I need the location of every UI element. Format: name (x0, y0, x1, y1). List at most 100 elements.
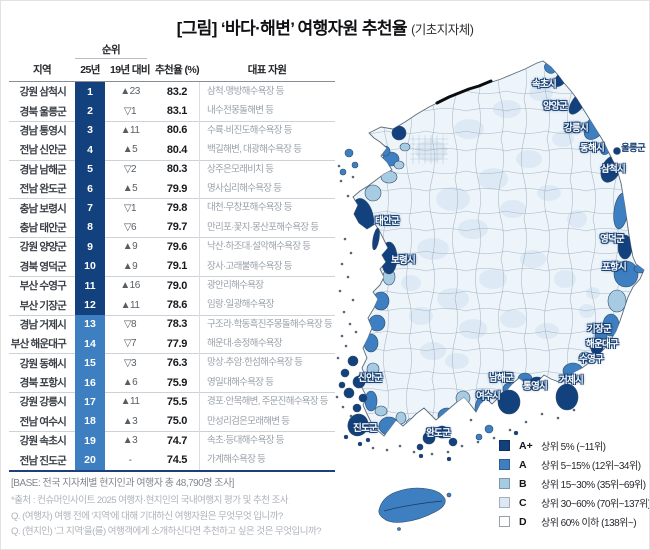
map-label: 보령시 (390, 255, 416, 266)
representative-resources: 망상·추암·한섬해수욕장 등 (199, 353, 335, 373)
rank-change: ▲5 (122, 144, 138, 156)
legend-grade: D (519, 515, 527, 528)
rank-change: ▽1 (123, 202, 137, 214)
representative-resources: 삼척·맹방해수욕장 등 (199, 82, 335, 102)
region-name: 충남 보령시 (19, 202, 67, 215)
map-label: 신안군 (357, 373, 383, 384)
map-label: 해운대구 (585, 339, 619, 350)
table-row: 부산 수영구 11 ▲16 79.0 광안리해수욕장 (9, 275, 335, 296)
table-row: 부산 해운대구 14 ▽7 77.9 해운대·송정해수욕장 (9, 334, 335, 354)
table-body: 강원 삼척시 1 ▲23 83.2 삼척·맹방해수욕장 등 경북 울릉군 2 ▽1 83.1 내수… (9, 82, 335, 472)
representative-resources: 낙산·하조대·설악해수욕장 등 (199, 237, 335, 257)
table-row: 강원 양양군 9 ▲9 79.6 낙산·하조대·설악해수욕장 등 (9, 237, 335, 257)
recommend-rate: 83.2 (166, 85, 188, 98)
table-row: 전남 진도군 20 - 74.5 가계해수욕장 등 (9, 450, 335, 470)
map-label: 남해군 (488, 373, 514, 384)
small-island-specks (335, 164, 576, 456)
map-label: 영덕군 (599, 234, 625, 245)
legend-grade: A (519, 458, 527, 471)
rank-badge: 9 (75, 237, 105, 257)
rank-change: ▲23 (120, 86, 140, 98)
legend-swatch (499, 459, 510, 470)
rank-badge: 10 (75, 256, 105, 276)
table-row: 충남 보령시 7 ▽1 79.8 대천·무창포해수욕장 등 (9, 198, 335, 218)
region-name: 강원 양양군 (19, 241, 67, 254)
rank-change: ▲5 (122, 183, 138, 195)
rank-badge: 19 (75, 431, 105, 451)
map-label: 양양군 (542, 101, 568, 112)
recommend-rate: 79.8 (166, 202, 188, 215)
map-label: 거제시 (558, 375, 584, 386)
header-rate: 추천율 (%) (155, 64, 200, 76)
representative-resources: 구조라·학동흑진주몽돌해수욕장 등 (199, 314, 335, 335)
table-row: 경남 통영시 3 ▲11 80.6 수륙·비진도해수욕장 등 (9, 120, 335, 141)
map-label: 울릉군 (620, 143, 646, 154)
footnote-line: *출처 : 컨슈머인사이트 2025 여행자·현지인의 국내여행지 평가 및 추… (11, 495, 289, 506)
rank-change: - (128, 454, 132, 466)
table-header: 순위 지역 25년 19년 대비 추천율 (%) 대표 자원 (9, 41, 335, 82)
ranking-table: 순위 지역 25년 19년 대비 추천율 (%) 대표 자원 강원 삼척시 1 ▲2… (9, 41, 335, 472)
low-grade-cells (401, 85, 600, 369)
column-headers: 지역 25년 19년 대비 추천율 (%) 대표 자원 (9, 60, 335, 79)
rank-badge: 8 (75, 217, 105, 238)
rank-change: ▽8 (123, 318, 137, 330)
table-row: 강원 강릉시 17 ▲11 75.5 경포·안목해변, 주문진해수욕장 등 (9, 392, 335, 412)
region-name: 전남 완도군 (19, 183, 67, 196)
rank-change: ▲11 (120, 396, 140, 408)
representative-resources: 수륙·비진도해수욕장 등 (199, 120, 335, 141)
legend-desc: 상위 5% (~11위) (541, 442, 606, 453)
rank-change: ▲3 (122, 435, 138, 447)
recommend-rate: 80.4 (166, 143, 188, 156)
rank-badge: 12 (75, 295, 105, 315)
map-label: 진도군 (352, 423, 378, 434)
rank-badge: 7 (75, 198, 105, 218)
table-row: 전남 신안군 4 ▲5 80.4 백길해변, 대광해수욕장 등 (9, 140, 335, 160)
rank-badge: 5 (75, 159, 105, 179)
rank-badge: 6 (75, 178, 105, 199)
legend-swatch (499, 497, 510, 508)
rank-badge: 1 (75, 82, 105, 102)
representative-resources: 해운대·송정해수욕장 (199, 334, 335, 354)
table-row: 강원 삼척시 1 ▲23 83.2 삼척·맹방해수욕장 등 (9, 82, 335, 102)
recommend-rate: 78.6 (166, 299, 188, 311)
table-row: 경남 남해군 5 ▽2 80.3 상주은모래비치 등 (9, 159, 335, 179)
recommend-rate: 74.7 (166, 434, 188, 447)
rank-change: ▽1 (123, 105, 137, 117)
map-label: 동해시 (579, 143, 605, 154)
region-name: 충남 태안군 (19, 221, 67, 234)
header-region: 지역 (32, 64, 52, 76)
recommend-rate: 75.5 (166, 395, 188, 408)
table-row: 경남 거제시 13 ▽8 78.3 구조라·학동흑진주몽돌해수욕장 등 (9, 314, 335, 335)
map-label: 통영시 (522, 381, 548, 392)
recommend-rate: 80.6 (166, 124, 188, 137)
rank-change: ▽3 (123, 357, 137, 369)
footnotes: *출처 : 컨슈머인사이트 2025 여행자·현지인의 국내여행지 평가 및 추… (11, 493, 322, 540)
rank-change: ▲3 (122, 415, 138, 427)
islands (335, 147, 621, 462)
map-label: 강릉시 (563, 123, 589, 134)
rank-badge: 20 (75, 450, 105, 470)
representative-resources: 백길해변, 대광해수욕장 등 (199, 140, 335, 160)
legend-grade: B (519, 477, 527, 490)
recommend-rate: 79.7 (166, 221, 188, 234)
rank-change: ▽7 (123, 338, 137, 350)
legend-item: D 상위 60% 이하 (138위~) (499, 512, 649, 531)
title-main: ‘바다·해변’ 여행자원 추천율 (220, 19, 408, 38)
legend-swatch (499, 478, 510, 489)
legend-grade: C (519, 496, 527, 509)
region-name: 경북 울릉군 (19, 105, 67, 118)
region-name: 부산 수영구 (19, 280, 67, 293)
representative-resources: 장사·고래불해수욕장 등 (199, 256, 335, 276)
recommend-rate: 80.3 (166, 163, 188, 176)
table-row: 경북 포항시 16 ▲6 75.9 영일대해수욕장 등 (9, 372, 335, 393)
table-row: 전남 여수시 18 ▲3 75.0 만성리검은모래해변 등 (9, 411, 335, 432)
map-legend: A+ 상위 5% (~11위) A 상위 5~15% (12위~34위) B 상위 15~… (499, 436, 649, 531)
map-label: 속초시 (531, 79, 557, 90)
region-name: 전남 여수시 (19, 415, 67, 428)
rank-badge: 13 (75, 314, 105, 335)
rank-group-header: 순위 (75, 42, 147, 59)
representative-resources: 대천·무창포해수욕장 등 (199, 198, 335, 218)
table-row: 부산 기장군 12 ▲11 78.6 임랑·일광해수욕장 (9, 295, 335, 315)
recommend-rate: 79.9 (166, 182, 188, 195)
korea-choropleth-map: 속초시 양양군 강릉시 동해시 울릉군 삼척시 태안군 영덕군 보령시 포항시 기장군 해운대구 수영구… (331, 56, 649, 544)
